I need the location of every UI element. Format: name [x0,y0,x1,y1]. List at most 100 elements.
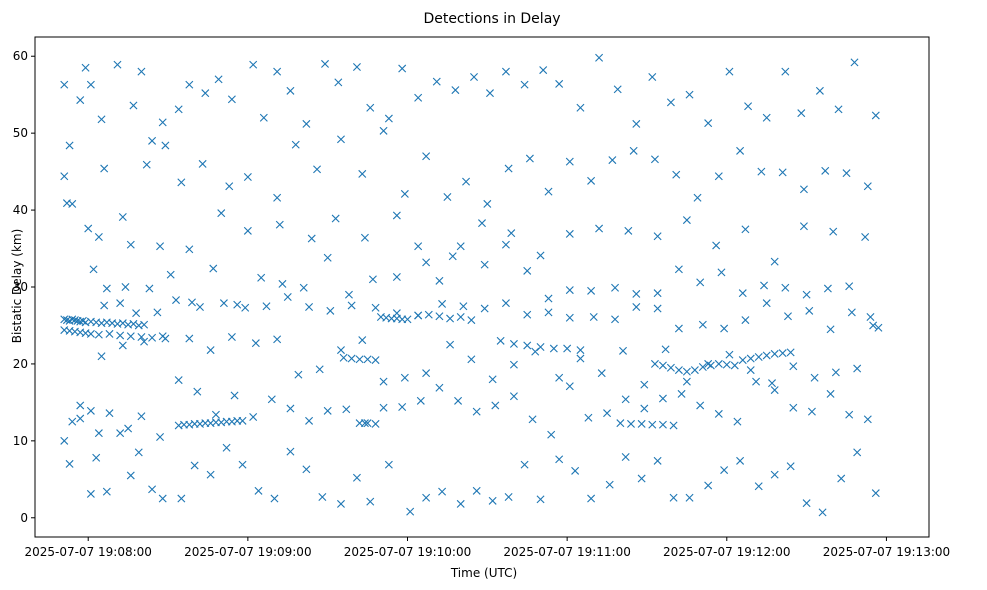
data-point [685,493,694,502]
data-point [334,78,343,87]
data-point [145,284,154,293]
data-point [869,321,878,330]
y-tick-label: 60 [13,49,28,63]
data-point [754,353,763,361]
data-point [283,293,292,301]
y-tick-label: 50 [13,126,28,140]
data-point [116,331,125,340]
data-point [704,119,713,128]
data-point [704,481,713,490]
x-tick-label: 2025-07-07 19:12:00 [663,545,790,559]
data-point [658,420,667,429]
data-point [696,278,705,287]
data-point [126,240,135,249]
data-point [384,460,393,469]
data-point [807,407,816,416]
data-point [658,361,667,370]
data-point [491,401,500,410]
data-point [438,299,447,308]
data-point [400,373,409,382]
data-point [611,315,620,324]
data-point [736,146,745,155]
data-point [270,494,279,503]
data-point [666,363,675,372]
data-point [738,356,747,365]
data-point [60,172,69,181]
data-point [523,341,532,350]
data-point [432,77,441,86]
data-point [156,433,165,441]
data-point [539,66,548,75]
data-point [504,164,513,173]
data-point [358,169,367,178]
data-point [746,366,755,375]
data-point [823,284,832,293]
data-point [863,415,872,424]
y-axis-label: Bistatic Delay (km) [10,229,24,344]
data-point [209,264,218,273]
data-point [488,496,497,505]
data-point [770,386,779,395]
data-point [621,453,630,461]
x-tick-label: 2025-07-07 19:10:00 [344,545,471,559]
data-point [148,136,157,145]
data-point [400,189,409,198]
data-point [60,80,69,89]
data-point [100,164,109,173]
data-point [211,410,220,419]
data-point [124,424,133,433]
data-point [605,480,614,489]
data-point [422,493,431,502]
data-point [810,373,819,382]
data-point [379,403,388,412]
data-point [714,172,723,181]
data-point [227,95,236,104]
y-tick-label: 20 [13,357,28,371]
data-point [616,419,625,428]
data-point [92,453,101,462]
data-point [305,303,314,311]
data-point [406,507,415,516]
data-point [254,486,263,495]
data-point [273,193,282,202]
data-point [174,376,183,385]
data-point [845,410,854,419]
data-point [472,407,481,416]
data-point [632,303,641,311]
data-point [259,113,268,122]
data-point [762,299,771,308]
data-point [456,313,465,321]
data-point [206,470,215,479]
data-point [214,75,223,84]
data-point [640,380,649,389]
data-point [273,335,282,344]
data-point [278,279,287,288]
data-point [778,168,787,177]
data-point [185,80,194,89]
data-point [166,270,175,279]
data-point [544,294,553,303]
data-point [863,182,872,191]
data-point [544,187,553,196]
y-tick-label: 0 [20,511,28,525]
data-point [770,349,779,358]
data-point [621,395,630,404]
data-point [834,105,843,114]
data-point [501,299,510,308]
chart-title: Detections in Delay [423,11,560,27]
data-point [603,409,612,418]
data-point [632,119,641,128]
data-point [414,93,423,102]
data-point [720,324,729,333]
data-point [576,103,585,112]
data-point [366,497,375,506]
data-point [352,473,361,482]
data-point [501,67,510,76]
data-point [116,429,125,438]
data-point [459,302,468,311]
data-point [342,405,351,414]
data-point [507,229,516,238]
data-point [627,419,635,428]
data-point [547,430,556,439]
